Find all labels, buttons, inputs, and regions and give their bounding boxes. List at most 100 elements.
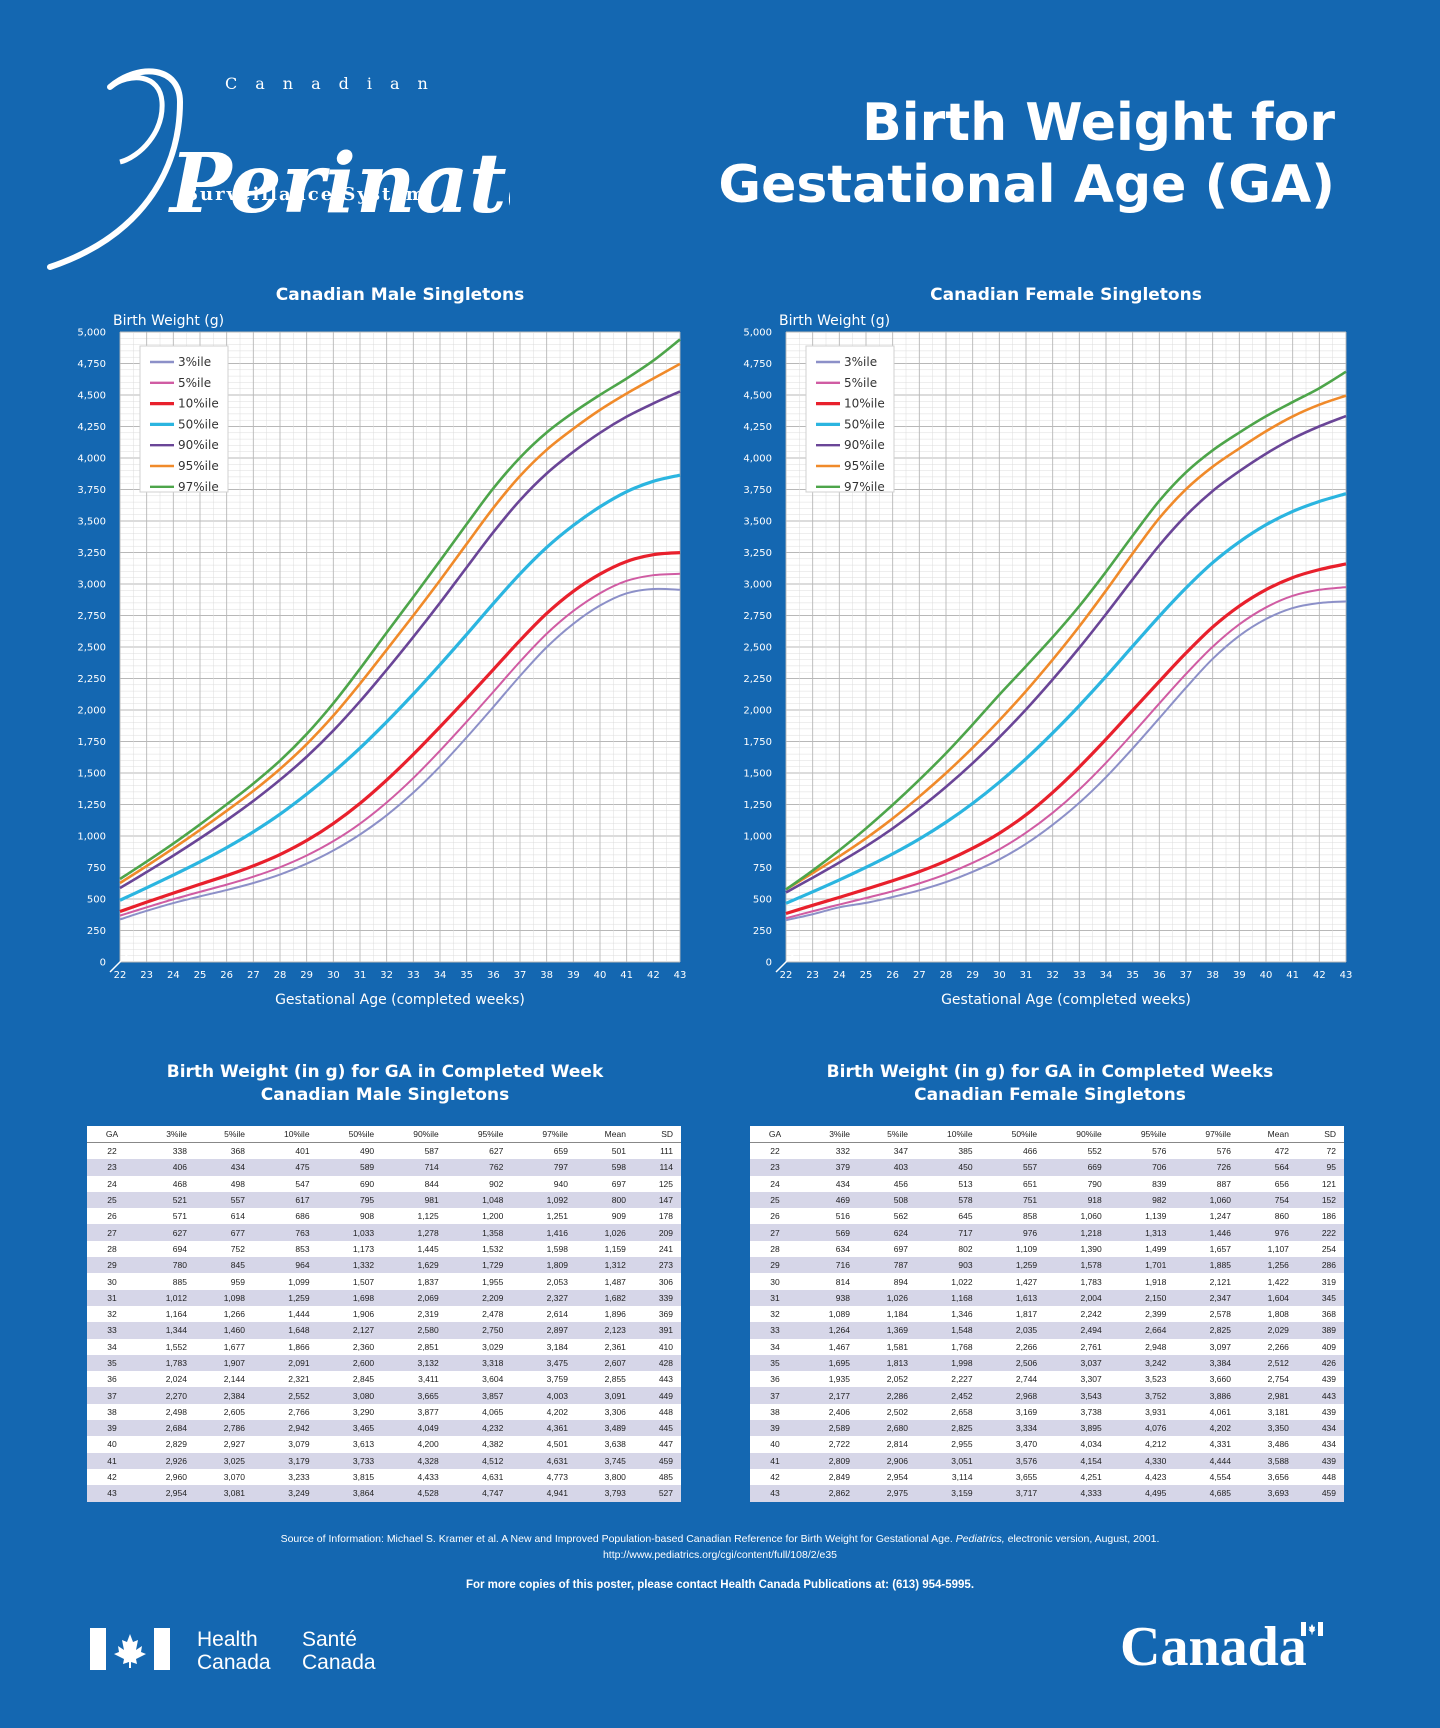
table-cell: 125	[658, 1178, 673, 1189]
table-cell: 1,168	[915, 1289, 981, 1306]
series-line-3%ile	[785, 600, 1347, 922]
table-cell: 186	[1321, 1211, 1336, 1222]
x-tick-label: 36	[487, 970, 500, 981]
table-cell: 3,249	[252, 1485, 318, 1502]
table-cell: 490	[359, 1146, 375, 1157]
table-cell: 1,885	[1174, 1257, 1239, 1274]
table-cell: 26	[107, 1211, 117, 1222]
y-tick-label: 2,500	[743, 643, 772, 654]
table-cell: 3,242	[1109, 1354, 1175, 1372]
table-cell: 860	[1274, 1211, 1289, 1222]
table-cell: 690	[359, 1178, 375, 1189]
table-cell: 982	[1109, 1191, 1175, 1209]
table-cell: 2,600	[317, 1354, 383, 1372]
table-cell: 2,664	[1109, 1322, 1175, 1339]
x-tick-label: 35	[460, 970, 473, 981]
table-cell: 3,181	[1267, 1406, 1289, 1417]
table-cell: 1,460	[194, 1322, 253, 1339]
poster-title-line2: Gestational Age (GA)	[718, 155, 1335, 215]
table-cell: 2,347	[1174, 1289, 1239, 1306]
table-cell: 439	[1321, 1374, 1336, 1385]
table-cell: 475	[252, 1159, 318, 1176]
table-cell: 3,576	[980, 1452, 1046, 1469]
series-line-97%ile	[119, 338, 681, 881]
table-cell: 3,179	[252, 1452, 318, 1469]
y-tick-label: 750	[87, 863, 106, 874]
table-cell: 4,361	[511, 1420, 576, 1437]
table-cell: 2,825	[915, 1420, 981, 1437]
table-cell: 4,333	[1045, 1485, 1110, 1502]
table-cell: 2,127	[317, 1322, 383, 1339]
table-cell: 2,384	[194, 1387, 253, 1404]
poster-title-line1: Birth Weight for	[862, 93, 1335, 153]
table-cell: 787	[857, 1257, 916, 1274]
table-cell: 3,051	[915, 1452, 981, 1469]
source-line-1: Source of Information: Michael S. Kramer…	[0, 1531, 1440, 1547]
table-cell: 43	[750, 1485, 800, 1502]
table-cell: 32	[770, 1309, 780, 1320]
table-cell: 3,604	[482, 1374, 504, 1385]
table-cell: 959	[230, 1276, 245, 1287]
table-cell: 552	[1087, 1146, 1102, 1157]
health-canada-en: Health Canada	[197, 1628, 271, 1674]
table-cell: 1,259	[980, 1257, 1046, 1274]
table-cell: 498	[230, 1178, 245, 1189]
table-cell: 571	[172, 1211, 187, 1222]
legend-label: 3%ile	[844, 355, 877, 369]
table-cell: 443	[1296, 1387, 1344, 1404]
table-cell: 1,173	[352, 1243, 375, 1254]
x-tick-label: 30	[993, 970, 1006, 981]
table-cell: 3,745	[575, 1452, 634, 1469]
source-url[interactable]: http://www.pediatrics.org/cgi/content/fu…	[602, 1549, 838, 1561]
table-cell: 800	[575, 1191, 634, 1209]
table-cell: 241	[658, 1243, 673, 1254]
table-cell: 447	[658, 1439, 673, 1450]
table-row: 23 379 403 450 557 669 706 726 564 95	[750, 1159, 1344, 1176]
x-tick-label: 26	[220, 970, 233, 981]
table-cell: 22	[107, 1146, 117, 1157]
table-cell: 3,169	[1015, 1406, 1038, 1417]
table-cell: 902	[489, 1178, 504, 1189]
table-cell: 38	[107, 1406, 117, 1417]
table-cell: 2,029	[1238, 1322, 1297, 1339]
table-cell: 706	[1109, 1159, 1175, 1176]
table-cell: 1,446	[1174, 1224, 1239, 1241]
table-cell: 439	[1296, 1452, 1344, 1469]
table-cell: 1,139	[1145, 1211, 1167, 1222]
table-cell: 1,906	[352, 1309, 375, 1320]
y-tick-label: 2,750	[743, 611, 772, 622]
table-row: 36 1,935 2,052 2,227 2,744 3,307 3,523 3,660 2,7…	[750, 1371, 1344, 1387]
table-cell: 2,502	[886, 1406, 908, 1417]
table-cell: 1,783	[1080, 1276, 1102, 1287]
x-tick-label: 37	[514, 970, 527, 981]
y-tick-label: 2,250	[77, 674, 106, 685]
table-cell: 501	[611, 1146, 626, 1157]
table-cell: 2,266	[1267, 1341, 1289, 1352]
table-cell: 2,580	[382, 1322, 447, 1339]
table-cell: 3,025	[194, 1452, 253, 1469]
table-cell: 2,121	[1209, 1276, 1231, 1287]
series-line-95%ile	[119, 362, 681, 885]
table-cell: 2,605	[223, 1406, 245, 1417]
table-cell: 627	[489, 1146, 504, 1157]
table-cell: 634	[835, 1243, 850, 1254]
y-tick-label: 4,500	[743, 391, 772, 402]
table-cell: 576	[1216, 1146, 1231, 1157]
x-axis-label: Gestational Age (completed weeks)	[941, 992, 1191, 1008]
table-cell: 2,494	[1045, 1322, 1110, 1339]
y-tick-label: 2,000	[743, 706, 772, 717]
table-cell: 485	[658, 1472, 673, 1483]
table-cell: 797	[511, 1159, 576, 1176]
table-cell: 844	[424, 1178, 439, 1189]
table-row: 22 338 368 401 490 587 627 659 501 111	[87, 1143, 681, 1160]
table-cell: 1,768	[951, 1341, 973, 1352]
table-cell: 3,523	[1145, 1374, 1167, 1385]
table-cell: 1,184	[886, 1309, 908, 1320]
table-cell: 2,955	[951, 1439, 973, 1450]
table-row: 35 1,695 1,813 1,998 2,506 3,037 3,242 3,384 2,5…	[750, 1354, 1344, 1372]
table-cell: 332	[835, 1146, 850, 1157]
table-header-cell: SD	[633, 1126, 681, 1143]
table-cell: 39	[750, 1420, 800, 1437]
series-line-5%ile	[119, 572, 681, 917]
table-cell: 2,809	[800, 1452, 858, 1469]
